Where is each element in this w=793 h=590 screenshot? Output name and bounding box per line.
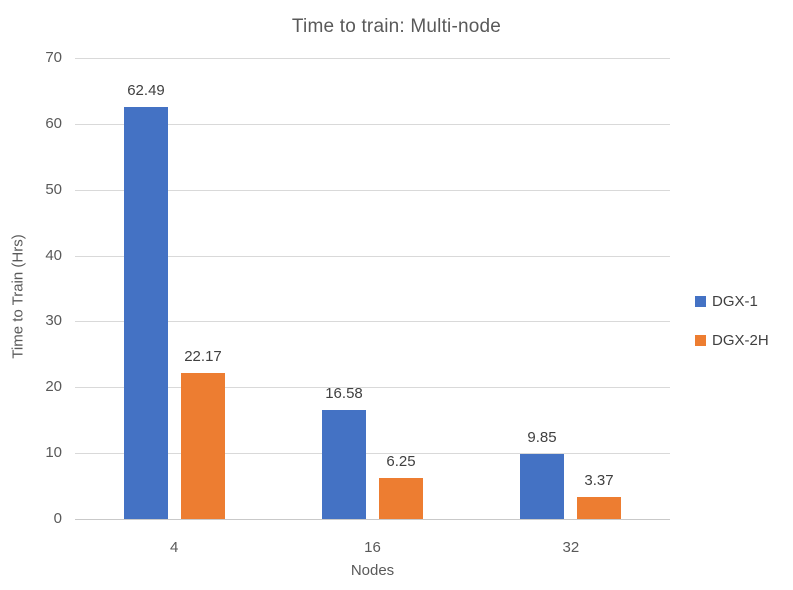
data-label: 3.37 — [584, 472, 614, 489]
plot-area — [75, 58, 670, 520]
x-tick-label: 16 — [364, 539, 381, 556]
legend-swatch-icon — [695, 296, 706, 307]
legend-item-dgx-2h: DGX-2H — [695, 332, 769, 349]
data-label: 9.85 — [527, 429, 557, 446]
x-axis-line — [75, 519, 670, 520]
chart-title: Time to train: Multi-node — [291, 16, 502, 37]
data-label: 16.58 — [325, 385, 363, 402]
bar-dgx-2h-4 — [181, 373, 225, 519]
bar-dgx-2h-16 — [379, 478, 423, 519]
y-tick-label: 0 — [53, 510, 62, 527]
legend-label: DGX-2H — [712, 332, 769, 349]
y-axis-title: Time to Train (Hrs) — [9, 234, 27, 359]
legend-item-dgx-1: DGX-1 — [695, 293, 769, 310]
y-tick-label: 30 — [45, 312, 62, 329]
y-tick-label: 70 — [45, 49, 62, 66]
data-label: 62.49 — [127, 82, 165, 99]
y-tick-label: 40 — [45, 247, 62, 264]
legend: DGX-1 DGX-2H — [695, 293, 769, 349]
bar-dgx-1-32 — [520, 454, 564, 519]
legend-label: DGX-1 — [712, 293, 758, 310]
bar-dgx-1-16 — [322, 410, 366, 519]
y-tick-label: 20 — [45, 378, 62, 395]
bar-dgx-1-4 — [124, 107, 168, 519]
bar-dgx-2h-32 — [577, 497, 621, 519]
y-gridline — [75, 387, 670, 388]
y-gridline — [75, 58, 670, 59]
y-gridline — [75, 190, 670, 191]
y-gridline — [75, 124, 670, 125]
y-gridline — [75, 321, 670, 322]
y-tick-label: 50 — [45, 181, 62, 198]
y-gridline — [75, 453, 670, 454]
x-axis-title: Nodes — [350, 562, 395, 579]
x-tick-label: 32 — [562, 539, 580, 556]
data-label: 6.25 — [386, 453, 416, 470]
data-label: 22.17 — [184, 348, 222, 365]
x-tick-label: 4 — [169, 539, 179, 556]
y-tick-label: 10 — [45, 444, 62, 461]
y-gridline — [75, 256, 670, 257]
legend-swatch-icon — [695, 335, 706, 346]
y-tick-label: 60 — [45, 115, 62, 132]
